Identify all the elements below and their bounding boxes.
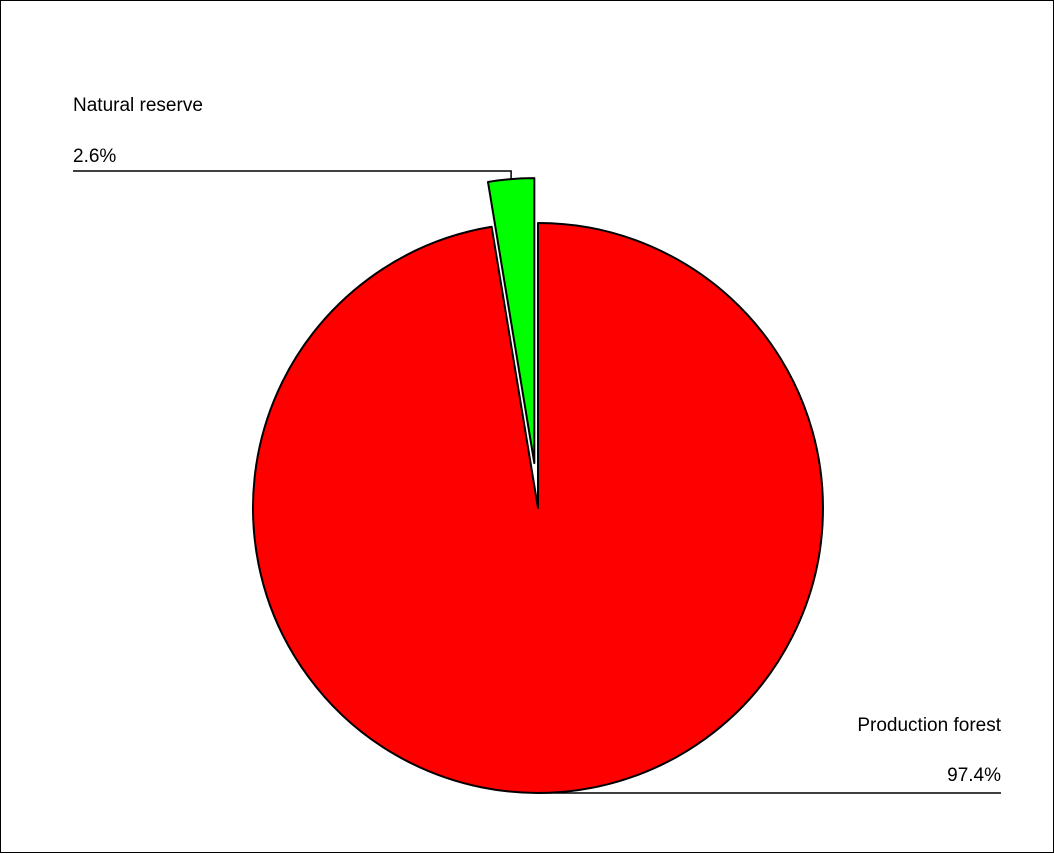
slice-value-production-forest: 97.4% — [947, 765, 1001, 786]
pie-slice-production-forest — [252, 222, 824, 794]
slice-value-natural-reserve: 2.6% — [73, 146, 116, 167]
leader-line-natural-reserve — [73, 170, 512, 180]
leader-lines — [73, 170, 1001, 794]
slice-label-production-forest: Production forest — [857, 715, 1001, 736]
slice-label-natural-reserve: Natural reserve — [73, 95, 203, 116]
slices-layer — [252, 177, 824, 794]
